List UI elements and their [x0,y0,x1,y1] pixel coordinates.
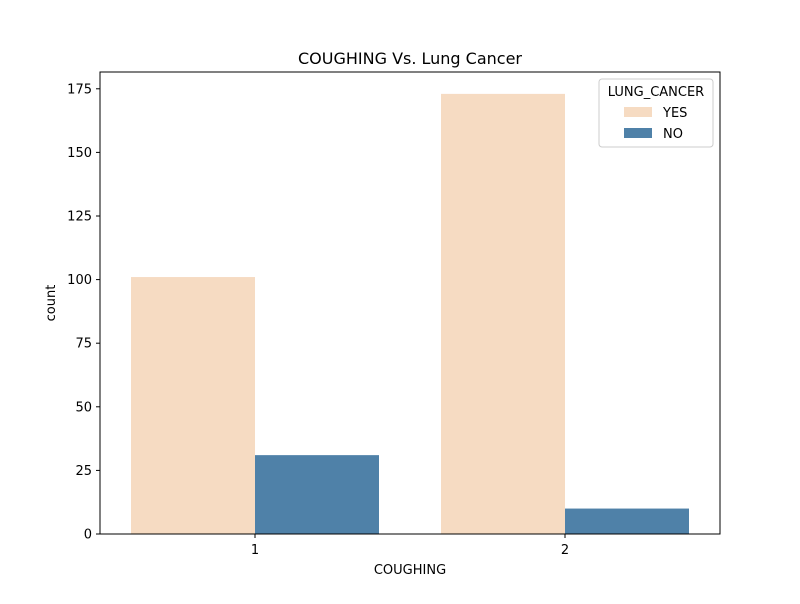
bar-no-cat-1 [255,455,379,534]
axes-layer [99,71,721,535]
plot-frame [99,71,721,535]
bars-layer [131,93,689,535]
legend-swatch-yes [624,107,652,117]
y-tick-label: 0 [84,528,92,543]
legend-title: LUNG_CANCER [608,85,704,100]
bar-yes-cat-2 [441,93,565,535]
y-tick-label: 175 [67,82,92,97]
x-tick-label: 1 [251,543,259,558]
bar-yes-cat-1 [131,277,255,534]
legend-swatch-no [624,128,652,138]
y-tick-label: 50 [75,400,92,415]
bar-no-cat-2 [565,508,689,534]
y-ticks: 0 25 50 75 100 125 150 175 [67,82,100,543]
x-tick-label: 2 [561,543,569,558]
y-tick-label: 75 [75,337,92,352]
y-tick-label: 25 [75,464,92,479]
x-axis-label: COUGHING [374,563,446,578]
y-axis-label: count [44,285,59,322]
legend-label-yes: YES [662,106,687,121]
chart-title: COUGHING Vs. Lung Cancer [298,49,522,68]
y-tick-label: 100 [67,273,92,288]
legend-label-no: NO [663,127,683,142]
y-tick-label: 150 [67,146,92,161]
y-tick-label: 125 [67,209,92,224]
legend: LUNG_CANCER YES NO [598,78,714,148]
